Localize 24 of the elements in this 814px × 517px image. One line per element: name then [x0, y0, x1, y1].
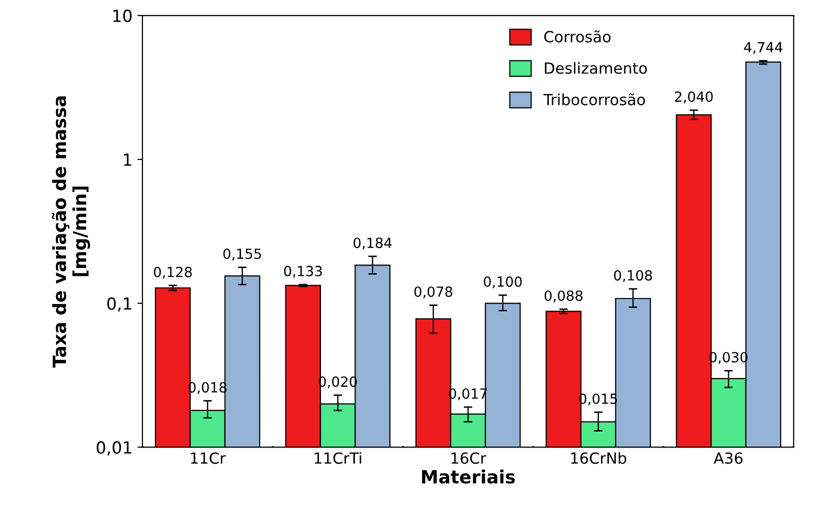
y-axis-title: Taxa de variação de massa [mg/min]	[52, 96, 90, 368]
data-label: 4,744	[744, 42, 782, 54]
y-tick-label: 10	[113, 9, 132, 22]
x-tick-label: 16CrNb	[571, 452, 626, 464]
data-label: 2,040	[674, 91, 713, 104]
data-label: 0,133	[284, 266, 322, 278]
data-label: 0,155	[223, 248, 261, 260]
legend-label: Tribocorrosão	[543, 93, 645, 106]
data-label: 0,128	[154, 266, 192, 279]
x-tick-label: 16Cr	[452, 452, 486, 464]
y-tick-label: 1	[124, 154, 132, 166]
y-tick-label: 0,01	[96, 441, 132, 456]
legend-label: Deslizamento	[544, 62, 647, 74]
x-tick-label: A36	[714, 452, 743, 464]
data-label: 0,078	[414, 286, 452, 298]
data-label: 0,108	[614, 270, 652, 282]
x-axis-title: Materiais	[422, 470, 515, 484]
data-label: 0,088	[544, 290, 582, 302]
y-tick-label: 0,1	[107, 297, 132, 312]
data-label: 0,184	[354, 238, 392, 250]
legend-label: Corrosão	[544, 30, 611, 42]
data-label: 0,100	[484, 276, 522, 288]
x-tick-label: 11Cr	[191, 452, 226, 464]
x-tick-label: 11CrTi	[314, 452, 362, 464]
